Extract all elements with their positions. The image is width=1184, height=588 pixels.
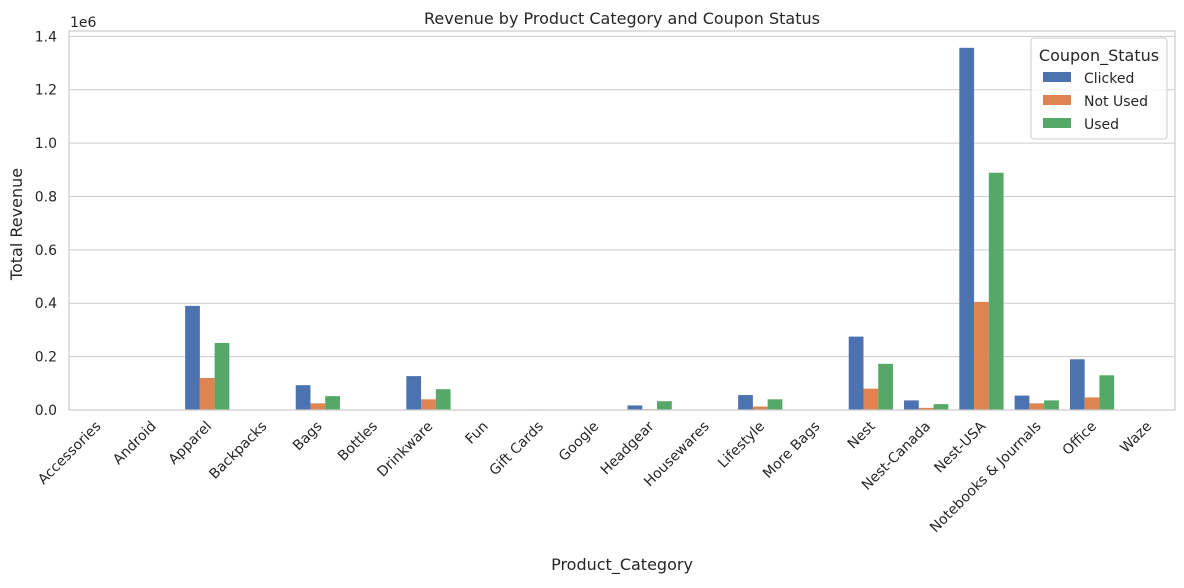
y-tick-label: 0.2 — [35, 350, 57, 366]
legend-swatch-clicked — [1043, 72, 1071, 82]
bar-used — [215, 343, 230, 410]
x-tick-label: Gift Cards — [486, 419, 546, 479]
bar-used — [934, 404, 949, 410]
x-tick-label: Headgear — [598, 418, 658, 478]
y-axis-label: Total Revenue — [7, 168, 26, 281]
x-tick-label: Bags — [290, 419, 326, 455]
bar-clicked — [738, 395, 753, 410]
bar-not-used — [200, 378, 215, 410]
bar-used — [436, 389, 451, 410]
legend-swatch-used — [1043, 118, 1071, 128]
bar-clicked — [406, 376, 421, 410]
legend-swatch-not-used — [1043, 95, 1071, 105]
bar-not-used — [974, 302, 989, 410]
x-tick-label: Office — [1060, 419, 1100, 459]
labels-layer: Revenue by Product Category and Coupon S… — [7, 9, 820, 575]
y-tick-label: 0.8 — [35, 189, 57, 205]
x-tick-label: Drinkware — [374, 419, 436, 481]
x-tick-label: Notebooks & Journals — [927, 419, 1044, 536]
y-tick-label: 1.2 — [35, 83, 57, 99]
legend-label-not-used: Not Used — [1084, 94, 1148, 110]
x-tick-label: Fun — [463, 419, 492, 448]
x-tick-label: Google — [556, 419, 602, 465]
bar-used — [657, 401, 672, 410]
y-tick-label: 1.4 — [35, 29, 57, 45]
y-tick-label: 0.4 — [35, 296, 57, 312]
legend-label-used: Used — [1084, 117, 1119, 133]
bar-clicked — [296, 385, 311, 410]
x-tick-label: Apparel — [166, 419, 215, 468]
bar-clicked — [628, 405, 643, 410]
bar-used — [1044, 400, 1059, 410]
x-tick-label: Android — [110, 419, 160, 469]
grid-layer — [69, 36, 1175, 410]
x-tick-label: Lifestyle — [715, 419, 768, 472]
bar-clicked — [904, 400, 919, 410]
x-tick-label: Backpacks — [206, 419, 270, 483]
bar-used — [878, 364, 893, 410]
x-tick-label: Nest — [845, 418, 879, 452]
x-tick-label: Nest-USA — [931, 418, 989, 476]
x-tick-label: Accessories — [35, 419, 104, 488]
x-axis-label: Product_Category — [551, 555, 693, 575]
legend-label-clicked: Clicked — [1084, 71, 1134, 87]
bar-used — [768, 399, 783, 410]
bar-clicked — [1070, 359, 1085, 410]
bar-clicked — [959, 48, 974, 410]
y-tick-label: 0.6 — [35, 243, 57, 259]
x-tick-label: Waze — [1117, 419, 1155, 457]
bar-used — [1099, 375, 1114, 410]
bar-not-used — [421, 399, 436, 410]
y-axis-offset-label: 1e6 — [70, 15, 97, 31]
bar-not-used — [1029, 403, 1044, 410]
bar-clicked — [185, 306, 200, 410]
y-tick-label: 0.0 — [35, 403, 57, 419]
x-tick-label: Bottles — [335, 419, 381, 465]
legend-title: Coupon_Status — [1039, 46, 1159, 66]
bar-used — [989, 173, 1004, 410]
bar-clicked — [1015, 396, 1030, 410]
bar-not-used — [1085, 397, 1100, 410]
bars-layer — [75, 48, 1170, 410]
bar-used — [325, 396, 340, 410]
plot-frame — [69, 31, 1175, 410]
bar-not-used — [863, 389, 878, 410]
x-tick-label: More Bags — [760, 419, 823, 482]
legend: Coupon_Status Clicked Not Used Used — [1031, 38, 1167, 139]
bar-clicked — [849, 337, 864, 410]
chart-title: Revenue by Product Category and Coupon S… — [424, 9, 820, 28]
y-tick-label: 1.0 — [35, 136, 57, 152]
bar-not-used — [310, 403, 325, 410]
